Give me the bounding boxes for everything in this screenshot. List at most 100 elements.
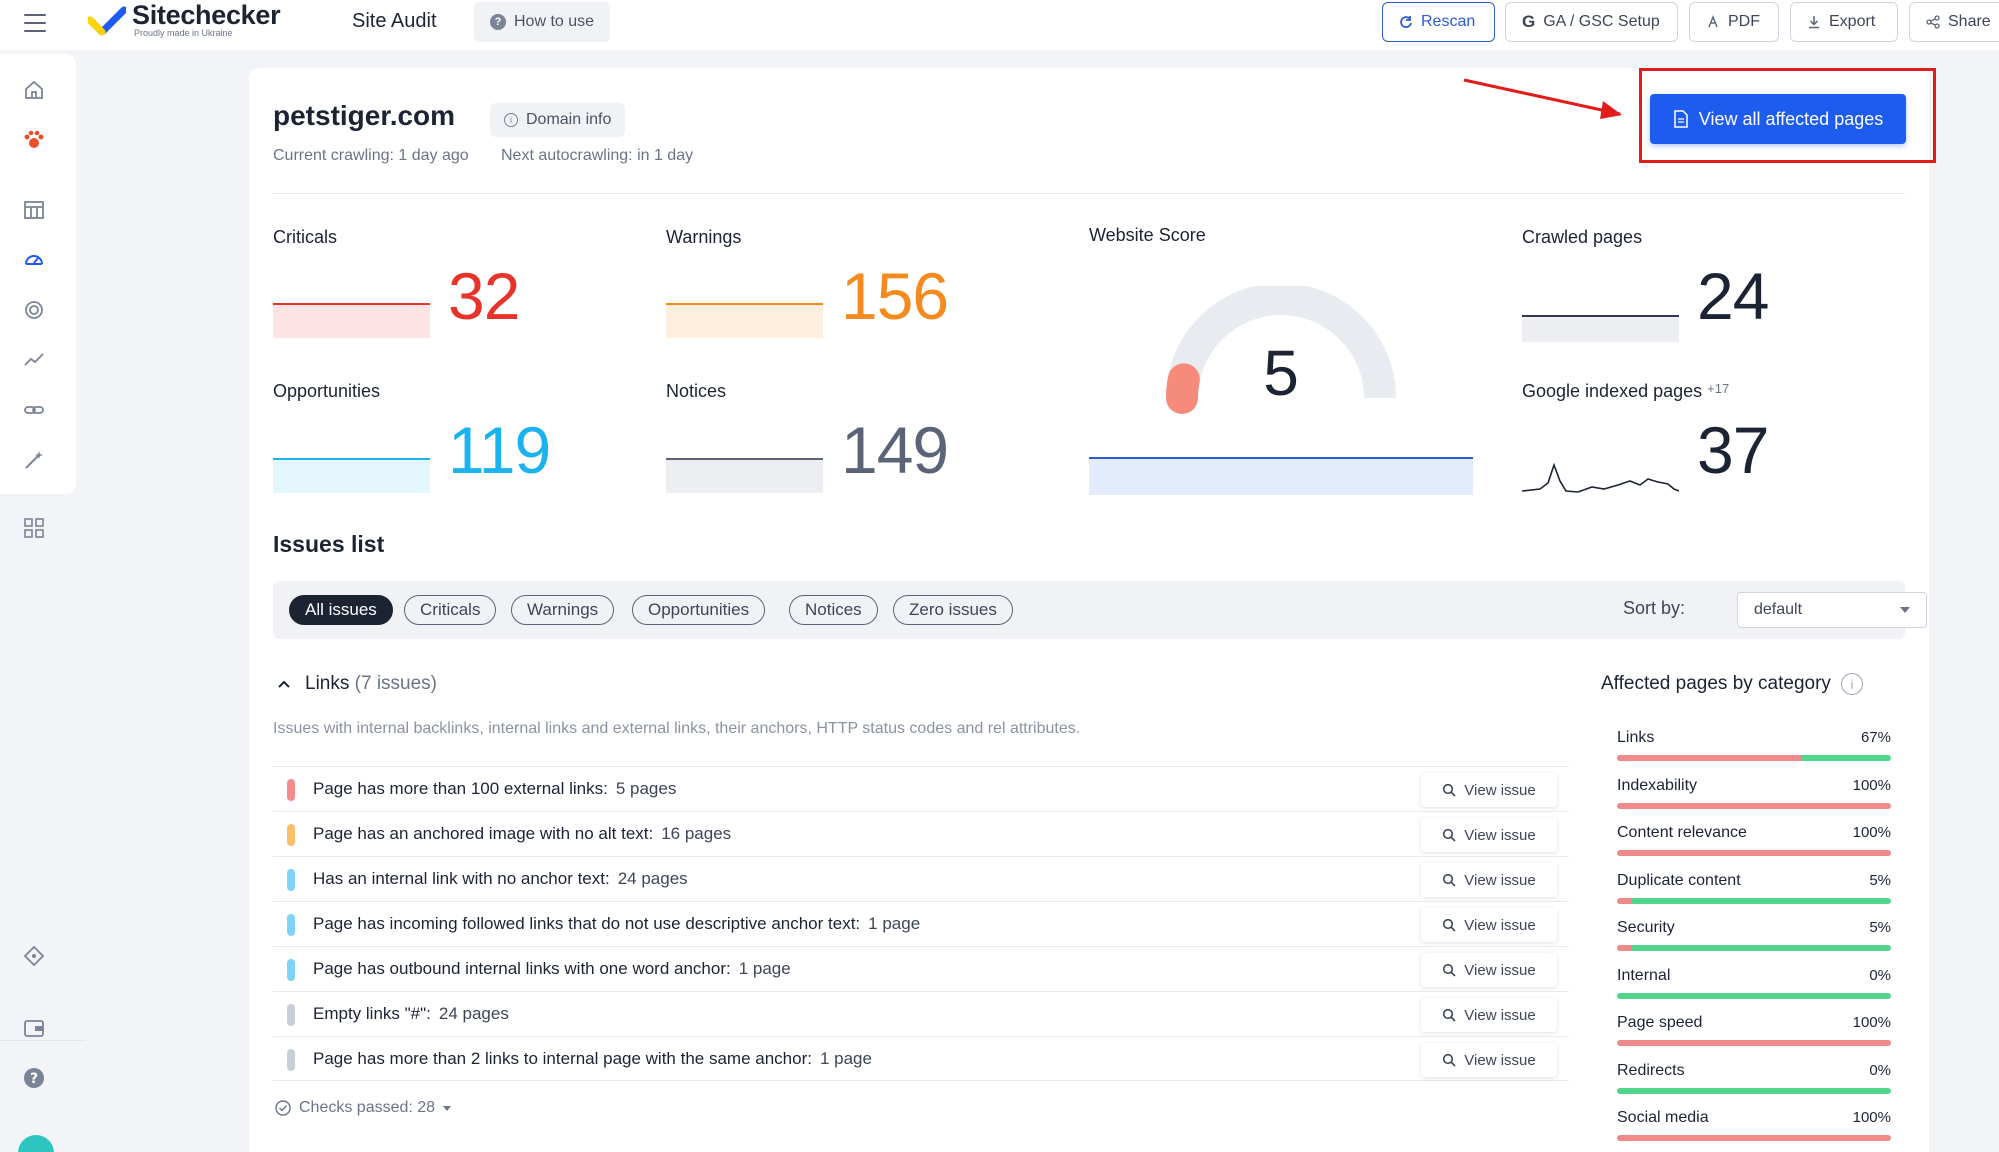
issue-title: Has an internal link with no anchor text…: [313, 869, 610, 888]
export-button[interactable]: Export: [1790, 2, 1898, 42]
diamond-icon[interactable]: [22, 944, 46, 968]
view-issue-button[interactable]: View issue: [1421, 863, 1557, 897]
category-item[interactable]: Links 67%: [1617, 721, 1891, 769]
notices-label: Notices: [666, 381, 727, 401]
opportunities-value[interactable]: 119: [448, 413, 551, 487]
issue-pages: 1 page: [738, 959, 791, 978]
view-all-label: View all affected pages: [1698, 108, 1884, 129]
notices-value[interactable]: 149: [841, 413, 949, 487]
search-icon: [1443, 1053, 1456, 1067]
ga-gsc-label: GA / GSC Setup: [1543, 13, 1660, 30]
issue-title: Page has outbound internal links with on…: [313, 959, 731, 978]
view-issue-label: View issue: [1464, 1051, 1536, 1069]
how-to-use-button[interactable]: ? How to use: [474, 2, 611, 42]
issue-text[interactable]: Page has an anchored image with no alt t…: [313, 824, 731, 844]
search-icon: [1443, 1008, 1456, 1022]
current-crawling: Current crawling: 1 day ago: [273, 147, 469, 164]
view-issue-button[interactable]: View issue: [1421, 908, 1557, 942]
menu-icon[interactable]: [24, 14, 46, 32]
warnings-value[interactable]: 156: [841, 259, 949, 333]
category-item[interactable]: Internal 0%: [1617, 959, 1891, 1007]
chevron-up-icon: [278, 680, 290, 688]
view-issue-button[interactable]: View issue: [1421, 818, 1557, 852]
category-progress-bar: [1617, 755, 1891, 761]
google-indexed-delta: +17: [1707, 381, 1730, 396]
checks-passed-toggle[interactable]: Checks passed: 28: [275, 1099, 452, 1117]
logo-title[interactable]: Sitechecker: [132, 0, 281, 30]
rescan-button[interactable]: Rescan: [1382, 2, 1495, 42]
table-icon[interactable]: [22, 198, 46, 222]
filter-criticals[interactable]: Criticals: [404, 595, 497, 625]
filter-warnings[interactable]: Warnings: [511, 595, 615, 625]
search-icon: [1443, 828, 1456, 842]
table-row: Page has more than 2 links to internal p…: [273, 1036, 1569, 1081]
link-icon[interactable]: [22, 398, 46, 422]
issue-text[interactable]: Page has outbound internal links with on…: [313, 959, 791, 979]
sort-by-select[interactable]: default: [1737, 592, 1927, 628]
home-icon[interactable]: [22, 78, 46, 102]
category-item[interactable]: Social media 100%: [1617, 1101, 1891, 1149]
gauge-icon[interactable]: [22, 248, 46, 272]
table-row: Page has an anchored image with no alt t…: [273, 811, 1569, 856]
info-icon[interactable]: i: [1840, 673, 1863, 695]
category-percent: 67%: [1860, 729, 1891, 746]
category-item[interactable]: Security 5%: [1617, 911, 1891, 959]
category-item[interactable]: Page speed 100%: [1617, 1006, 1891, 1054]
document-icon: [1674, 110, 1688, 128]
category-list: Links 67% Indexability 100% Content relevanc…: [1601, 721, 1891, 1152]
category-item[interactable]: Content relevance 100%: [1617, 816, 1891, 864]
magic-wand-icon[interactable]: [22, 448, 46, 472]
issue-text[interactable]: Has an internal link with no anchor text…: [313, 869, 688, 889]
issue-title: Page has more than 2 links to internal p…: [313, 1048, 812, 1068]
issue-text[interactable]: Page has more than 2 links to internal p…: [313, 1049, 872, 1069]
share-button[interactable]: Share: [1909, 2, 1999, 42]
view-issue-button[interactable]: View issue: [1421, 773, 1557, 807]
google-indexed-label: Google indexed pages +17: [1522, 381, 1729, 402]
rail-divider: [0, 1040, 86, 1041]
sitechecker-logo-icon[interactable]: [88, 6, 126, 36]
category-item[interactable]: Indexability 100%: [1617, 769, 1891, 817]
view-all-affected-pages-button[interactable]: View all affected pages: [1650, 94, 1906, 144]
category-item[interactable]: Duplicate content 5%: [1617, 864, 1891, 912]
avatar[interactable]: [18, 1135, 54, 1152]
trend-icon[interactable]: [22, 348, 46, 372]
refresh-icon: [1400, 16, 1412, 28]
help-icon[interactable]: ?: [22, 1066, 46, 1090]
caret-down-icon: [443, 1105, 452, 1111]
radar-icon[interactable]: [22, 298, 46, 322]
crawled-pages-value[interactable]: 24: [1697, 259, 1769, 333]
links-group-toggle[interactable]: Links (7 issues): [277, 673, 437, 695]
search-icon: [1443, 918, 1456, 932]
filter-all-issues[interactable]: All issues: [289, 595, 393, 625]
filter-zero-issues[interactable]: Zero issues: [893, 595, 1013, 625]
view-issue-label: View issue: [1464, 781, 1536, 799]
category-name: Social media: [1617, 1109, 1709, 1126]
google-indexed-value[interactable]: 37: [1697, 413, 1769, 487]
category-progress-bar: [1617, 1135, 1891, 1141]
view-issue-button[interactable]: View issue: [1421, 998, 1557, 1032]
filter-notices[interactable]: Notices: [789, 595, 878, 625]
category-name: Internal: [1617, 966, 1671, 984]
pdf-icon: [1708, 15, 1718, 28]
category-percent: 5%: [1869, 871, 1891, 889]
pdf-button[interactable]: PDF: [1689, 2, 1779, 42]
warnings-sparkline: [666, 303, 823, 338]
paw-icon[interactable]: [22, 128, 46, 152]
filter-opportunities[interactable]: Opportunities: [632, 595, 766, 625]
issue-text[interactable]: Page has incoming followed links that do…: [313, 914, 920, 934]
category-percent: 100%: [1852, 824, 1891, 841]
apps-icon[interactable]: [22, 516, 46, 540]
domain-info-button[interactable]: i Domain info: [490, 103, 626, 137]
view-issue-button[interactable]: View issue: [1421, 1043, 1557, 1077]
ga-gsc-setup-button[interactable]: G GA / GSC Setup: [1505, 2, 1678, 42]
category-progress-bar: [1617, 1087, 1891, 1094]
issue-text[interactable]: Empty links "#": 24 pages: [313, 1004, 509, 1024]
view-issue-button[interactable]: View issue: [1421, 953, 1557, 987]
criticals-value[interactable]: 32: [448, 259, 520, 333]
wallet-icon[interactable]: [22, 1016, 46, 1040]
category-name: Indexability: [1617, 776, 1698, 794]
issue-text[interactable]: Page has more than 100 external links: 5 …: [313, 779, 676, 799]
issue-pages: 24 pages: [617, 869, 688, 888]
header-divider: [273, 193, 1905, 194]
category-item[interactable]: Redirects 0%: [1617, 1054, 1891, 1102]
